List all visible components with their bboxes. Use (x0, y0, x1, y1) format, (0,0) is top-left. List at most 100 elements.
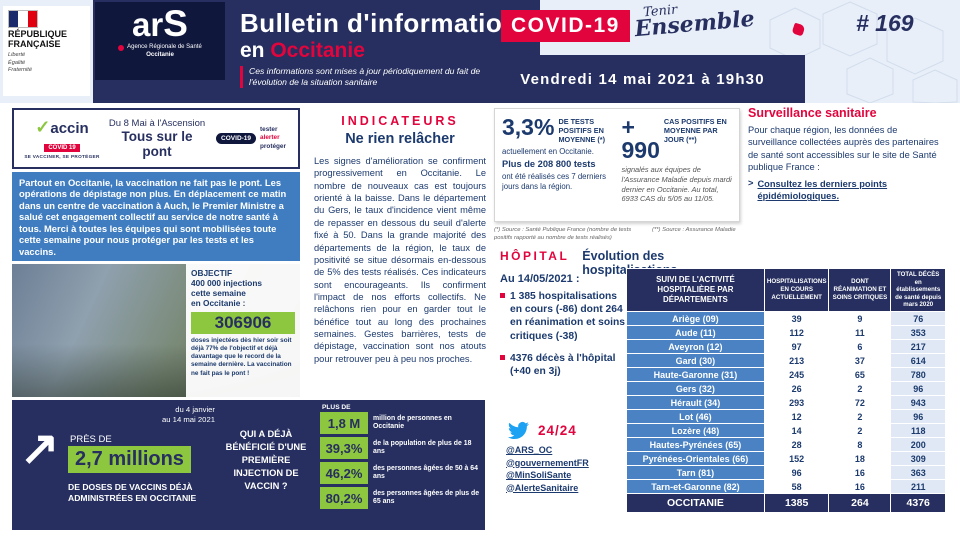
republique-line2: FRANÇAISE (8, 38, 61, 49)
injection-stats: PLUS DE 1,8 M million de personnes en Oc… (320, 404, 480, 512)
stat-row: 1,8 M million de personnes en Occitanie (320, 412, 480, 434)
tests-stats-box: 3,3% DE TESTS POSITIFS EN MOYENNE (*) ac… (494, 108, 740, 222)
value-cell: 780 (891, 368, 945, 382)
tester-alerter-proteger-badge: COVID-19 tester alerter protéger (208, 126, 294, 152)
header-departements: SUIVI DE L'ACTIVITÉ HOSPITALIÈRE PAR DÉP… (627, 269, 764, 312)
vaccin-covid19-logo: ✓accin COVID 19 SE VACCINER, SE PROTÉGER (18, 118, 106, 159)
handle-minsolisante[interactable]: @MinSoliSante (506, 470, 572, 480)
value-cell: 211 (891, 480, 945, 494)
ars-agency-name: Agence Régionale de Santé (127, 44, 202, 50)
stat-row: 39,3% de la population de plus de 18 ans (320, 437, 480, 459)
value-cell: 8 (829, 438, 891, 452)
stat-value: 80,2% (320, 487, 368, 509)
dept-name-cell: Ariège (09) (627, 312, 764, 326)
value-cell: 200 (891, 438, 945, 452)
surveillance-body: Pour chaque région, les données de surve… (748, 125, 939, 172)
vaccination-message: Partout en Occitanie, la vaccination ne … (12, 172, 300, 261)
vaccine-banner-text: Du 8 Mai à l'Ascension Tous sur le pont (106, 118, 208, 159)
handle-ars-oc[interactable]: @ARS_OC (506, 445, 553, 455)
surveillance-link-row: > Consultez les derniers points épidémio… (748, 178, 946, 203)
date-banner: Vendredi 14 mai 2021 à 19h30 (480, 55, 805, 103)
table-row: Pyrénées-Orientales (66) 152 18 309 (627, 452, 945, 466)
indicateurs-body: Les signes d'amélioration se confirment … (314, 156, 486, 364)
dept-name-cell: Hérault (34) (627, 396, 764, 410)
photo-vaccination-visit: OBJECTIF 400 000 injections cette semain… (12, 264, 300, 397)
stat-label: million de personnes en Occitanie (373, 414, 452, 430)
handle-gouvernement[interactable]: @gouvernementFR (506, 457, 589, 468)
positivity-line1: actuellement en Occitanie. (502, 147, 594, 157)
hospital-activity-table: SUIVI DE L'ACTIVITÉ HOSPITALIÈRE PAR DÉP… (626, 268, 946, 514)
table-row: Tarn (81) 96 16 363 (627, 466, 945, 480)
value-cell: 18 (829, 452, 891, 466)
daily-cases: + 990 CAS POSITIFS EN MOYENNE PAR JOUR (… (622, 116, 733, 214)
tests-count: Plus de 208 800 tests (502, 158, 596, 169)
banner-line1: Du 8 Mai à l'Ascension (108, 118, 206, 129)
surveillance-title: Surveillance sanitaire (748, 106, 877, 120)
table-row: Aveyron (12) 97 6 217 (627, 340, 945, 354)
value-cell: 11 (829, 326, 891, 340)
surveillance-box: Surveillance sanitaire Pour chaque régio… (748, 106, 946, 203)
plus-de-label: PLUS DE (322, 404, 351, 411)
vaccin-covid-tag: COVID 19 (44, 144, 80, 152)
ars-region: Occitanie (146, 51, 174, 59)
trend-up-arrow-icon: ↗ (20, 421, 60, 474)
header-reanimation: DONT RÉANIMATION ET SOINS CRITIQUES (829, 269, 891, 312)
dept-name-cell: Pyrénées-Orientales (66) (627, 452, 764, 466)
tests-positivity: 3,3% DE TESTS POSITIFS EN MOYENNE (*) ac… (502, 116, 613, 214)
table-row: Lot (46) 12 2 96 (627, 410, 945, 424)
footnotes: (*) Source : Santé Publique France (nomb… (494, 227, 742, 242)
value-cell: 112 (764, 326, 829, 340)
dept-name-cell: Hautes-Pyrénées (65) (627, 438, 764, 452)
region-name: Occitanie (270, 39, 365, 62)
table-row: Gard (30) 213 37 614 (627, 354, 945, 368)
value-cell: 2 (829, 424, 891, 438)
hopital-title: HÔPITAL (500, 249, 570, 263)
vaccine-banner: ✓accin COVID 19 SE VACCINER, SE PROTÉGER… (12, 108, 300, 169)
value-cell: 26 (764, 382, 829, 396)
objective-caption: doses injectées dès hier soir soit déjà … (191, 336, 292, 377)
value-cell: 12 (764, 410, 829, 424)
deces-bullet: 4376 décès à l'hôpital (+40 en 3j) (500, 352, 626, 378)
table-row: Aude (11) 112 11 353 (627, 326, 945, 340)
total-doses-number: 2,7 millions (68, 446, 191, 473)
dept-name-cell: Gers (32) (627, 382, 764, 396)
value-cell: 58 (764, 480, 829, 494)
dept-name-cell: Tarn (81) (627, 466, 764, 480)
total-region: OCCITANIE (627, 494, 764, 513)
table-row: Hautes-Pyrénées (65) 28 8 200 (627, 438, 945, 452)
hopital-date: Au 14/05/2021 : (500, 273, 580, 285)
issue-number: # 169 (856, 10, 914, 36)
stat-value: 1,8 M (320, 412, 368, 434)
ars-wordmark: arS (132, 3, 188, 44)
value-cell: 65 (829, 368, 891, 382)
ars-red-dot-icon (118, 44, 125, 51)
value-cell: 39 (764, 312, 829, 326)
check-icon: ✓ (35, 117, 51, 137)
banner-line2: Tous sur le pont (121, 129, 193, 159)
positivity-label: DE TESTS POSITIFS EN MOYENNE (*) (558, 117, 606, 144)
dept-name-cell: Haute-Garonne (31) (627, 368, 764, 382)
ars-logo: arS Agence Régionale de Santé Occitanie (95, 2, 225, 80)
twitter-24-24-label: 24/24 (538, 423, 577, 438)
chevron-icon: > (748, 178, 754, 189)
value-cell: 9 (829, 312, 891, 326)
value-cell: 309 (891, 452, 945, 466)
value-cell: 353 (891, 326, 945, 340)
footnote-spf: (*) Source : Santé Publique France (nomb… (494, 227, 632, 241)
daily-cases-label: CAS POSITIFS EN MOYENNE PAR JOUR (**) (663, 117, 727, 144)
total-hospitalisations: 1385 (764, 494, 829, 513)
value-cell: 14 (764, 424, 829, 438)
value-cell: 16 (829, 466, 891, 480)
value-cell: 6 (829, 340, 891, 354)
doses-injected-number: 306906 (191, 311, 295, 334)
value-cell: 217 (891, 340, 945, 354)
twitter-icon[interactable] (506, 420, 531, 441)
french-flag-icon (8, 10, 38, 28)
twitter-handles: @ARS_OC @gouvernementFR @MinSoliSante @A… (506, 445, 638, 493)
epidemiology-link[interactable]: Consultez les derniers points épidémiolo… (757, 179, 888, 202)
pres-de-label: PRÈS DE (70, 434, 112, 445)
handle-alertesanitaire[interactable]: @AlerteSanitaire (506, 482, 579, 493)
value-cell: 363 (891, 466, 945, 480)
subtitle-region: en Occitanie (240, 39, 365, 62)
